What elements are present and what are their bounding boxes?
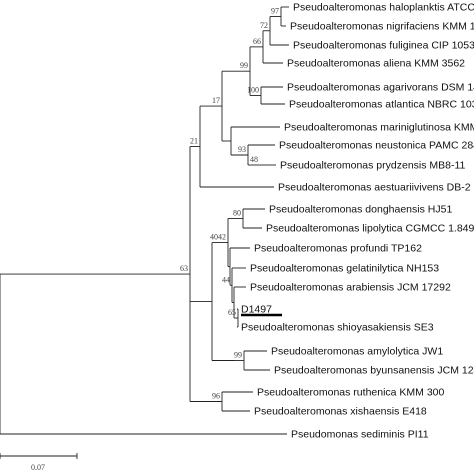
taxon-label: Pseudoalteromonas prydzensis MB8-11 (280, 160, 466, 172)
bootstrap-value: 63 (180, 264, 188, 273)
taxon-label: Pseudoalteromonas atlantica NBRC 103033 (289, 99, 474, 111)
bootstrap-value: 17 (212, 96, 220, 105)
bootstrap-value: 65 (228, 308, 236, 317)
bootstrap-value: 72 (260, 21, 268, 30)
bootstrap-value: 66 (253, 37, 261, 46)
bootstrap-value: 40 (210, 233, 218, 242)
taxon-labels: Pseudoalteromonas haloplanktis ATCC 1439… (241, 2, 474, 441)
taxon-label: Pseudoalteromonas neustonica PAMC 28425 (279, 140, 474, 152)
taxon-label: Pseudoalteromonas ruthenica KMM 300 (257, 387, 445, 399)
taxon-label: Pseudoalteromonas shioyasakiensis SE3 (241, 322, 434, 334)
taxon-label: Pseudoalteromonas donghaensis HJ51 (269, 204, 452, 216)
bootstrap-value: 21 (190, 137, 198, 146)
bootstrap-value: 42 (218, 233, 226, 242)
taxon-label: Pseudoalteromonas byunsanensis JCM 12483 (274, 365, 474, 377)
scale-bar: 0.07 (0, 453, 78, 472)
bootstrap-value: 93 (238, 145, 246, 154)
taxon-label: Pseudoalteromonas nigrifaciens KMM 161 (290, 21, 474, 33)
taxon-label: Pseudoalteromonas fuliginea CIP 105340 (293, 40, 474, 52)
taxon-label: Pseudoalteromonas mariniglutinosa KMM 36… (284, 122, 474, 134)
bootstrap-value: 80 (233, 209, 241, 218)
taxon-label: Pseudoalteromonas lipolytica CGMCC 1.849… (266, 223, 474, 235)
bootstrap-value: 44 (222, 275, 230, 284)
taxon-label: Pseudomonas sediminis PI11 (291, 429, 429, 441)
taxon-label: Pseudoalteromonas agarivorans DSM 14585 (287, 82, 474, 94)
bootstrap-value: 99 (234, 351, 242, 360)
bootstrap-value: 48 (250, 155, 258, 164)
tree-branches (0, 6, 289, 435)
taxon-label: Pseudoalteromonas aestuariivivens DB-2 (278, 182, 471, 194)
bootstrap-value: 96 (212, 392, 220, 401)
scale-bar-label: 0.07 (31, 463, 45, 472)
highlight-taxon-label: D1497 (241, 304, 272, 316)
taxon-label: Pseudoalteromonas arabiensis JCM 17292 (250, 282, 451, 294)
taxon-label: Pseudoalteromonas profundi TP162 (254, 243, 422, 255)
bootstrap-value: 97 (271, 7, 279, 16)
taxon-label: Pseudoalteromonas haloplanktis ATCC 1439… (293, 2, 474, 14)
taxon-label: Pseudoalteromonas aliena KMM 3562 (287, 58, 465, 70)
bootstrap-value: 99 (240, 61, 248, 70)
taxon-label: Pseudoalteromonas xishaensis E418 (254, 406, 427, 418)
taxon-label: Pseudoalteromonas amylolytica JW1 (271, 346, 443, 358)
bootstrap-value: 100 (247, 86, 259, 95)
taxon-label: Pseudoalteromonas gelatinilytica NH153 (250, 263, 439, 275)
